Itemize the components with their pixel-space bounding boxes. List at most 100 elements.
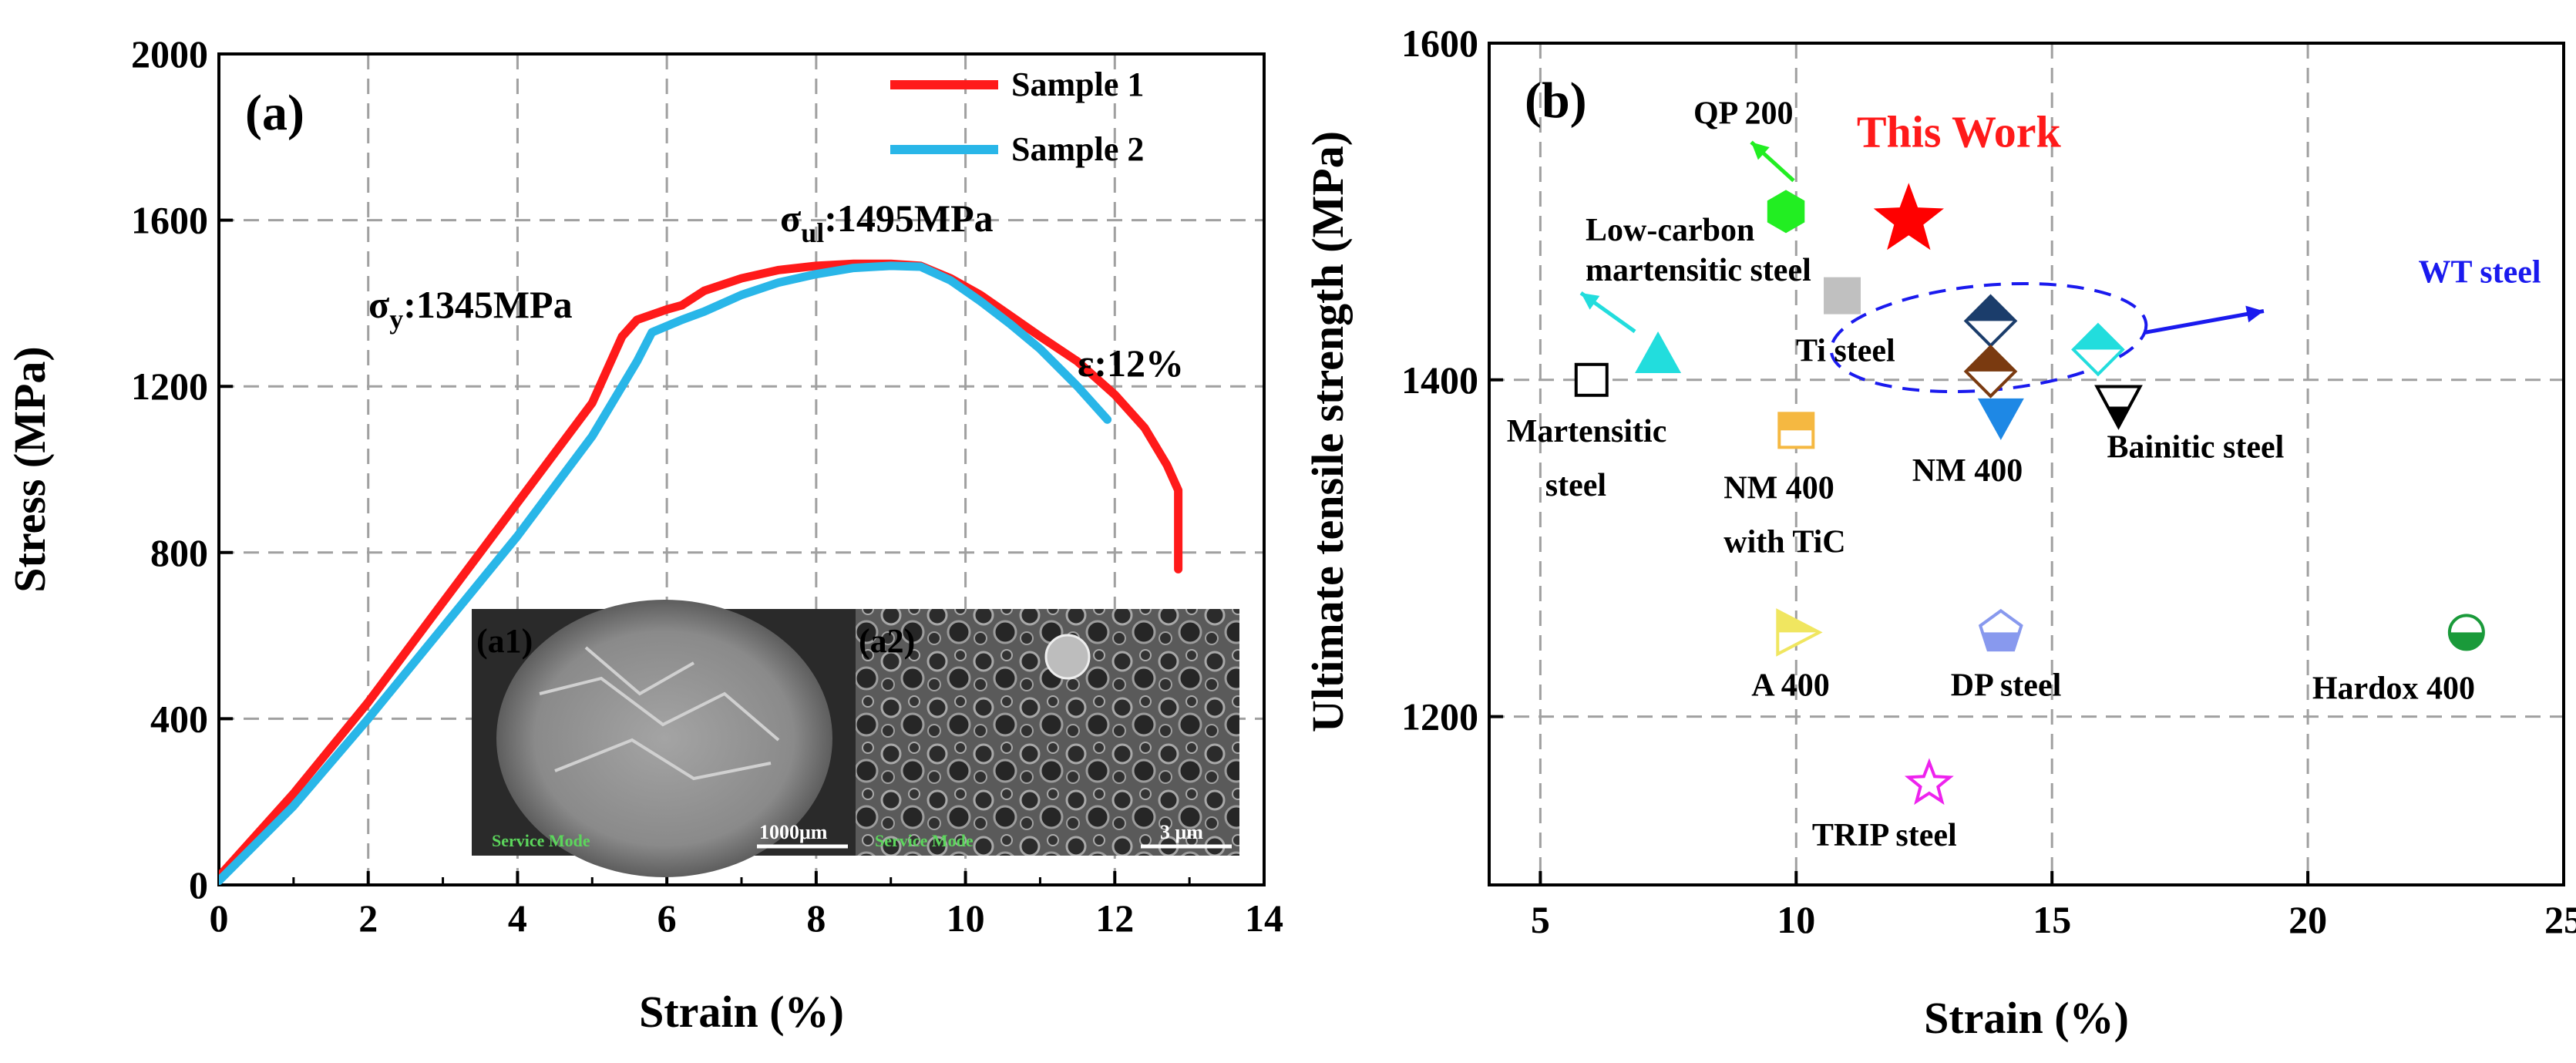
x-tick-label-b: 15: [2033, 898, 2071, 941]
y-tick-label-a: 2000: [131, 32, 208, 76]
y-axis-label-a: Stress (MPa): [5, 346, 55, 592]
point-marker-martensitic-steel-4: [1574, 362, 1609, 397]
y-tick-label-a: 1200: [131, 365, 208, 408]
series-lines-a: [219, 259, 1183, 885]
panel-label-a: (a): [245, 85, 304, 141]
legend-label-sample-2: Sample 2: [1011, 130, 1144, 168]
legend-a: Sample 1 Sample 2: [890, 66, 1144, 168]
point-label-dp-steel: DP steel: [1951, 668, 2061, 703]
y-tick-label-b: 1600: [1401, 22, 1478, 65]
y-tick-label-b: 1200: [1401, 695, 1478, 738]
point-label-line: NM 400: [1723, 470, 1834, 506]
fracture-texture-a1: [539, 646, 780, 781]
x-tick-label-a: 14: [1245, 896, 1283, 940]
annotation-ultimate-value: :1495MPa: [824, 197, 993, 240]
point-label-qp-200: QP 200: [1693, 96, 1794, 131]
point-label-hardox-400: Hardox 400: [2312, 671, 2475, 706]
y-axis-label-b: Ultimate tensile strength (MPa): [1303, 131, 1353, 732]
ticks-a: 0 2 4 6 8 10 12 14 0 400 800 1200 1600 2000: [131, 32, 1283, 940]
point-label-line: Hardox 400: [2312, 671, 2475, 706]
point-label-low-carbon-martensitic-steel: Low-carbon martensitic steel: [1586, 213, 1811, 288]
point-label-line: Low-carbon: [1586, 213, 1754, 248]
legend-label-sample-1: Sample 1: [1011, 66, 1144, 103]
point-label-line: A 400: [1751, 668, 1830, 703]
x-tick-label-b: 20: [2288, 898, 2327, 941]
x-tick-label-a: 8: [806, 896, 826, 940]
point-label-nm-400: NM 400: [1912, 453, 2023, 489]
point-label-trip-steel: TRIP steel: [1812, 818, 1957, 853]
annotation-yield-base: σ: [368, 283, 389, 326]
x-tick-label-b: 25: [2544, 898, 2576, 941]
point-marker-this-work-0: [1873, 183, 1944, 251]
point-label-line: steel: [1545, 468, 1606, 503]
point-label-line: WT steel: [2419, 254, 2541, 290]
point-marker-low-carbon-martensitic-steel-2: [1635, 331, 1682, 374]
point-label-nm-400-with-tic: NM 400 with TiC: [1723, 470, 1845, 560]
point-label-line: martensitic steel: [1586, 253, 1811, 288]
x-tick-label-a: 6: [657, 896, 677, 940]
point-marker-wt-steel-6: [1963, 294, 2018, 348]
point-label-martensitic-steel: Martensitic steel: [1507, 414, 1667, 503]
x-axis-label-a: Strain (%): [639, 987, 844, 1037]
point-marker-nm-400-with-tic-5: [1777, 412, 1815, 449]
inset-a1-caption: Service Mode: [492, 831, 590, 850]
annotation-ultimate-sub: ul: [801, 217, 824, 248]
grid-b: [1489, 43, 2564, 885]
inset-a2-label: (a2): [859, 622, 915, 660]
point-label-line: with TiC: [1723, 524, 1845, 560]
point-label-line: QP 200: [1693, 96, 1794, 131]
inset-a2-particle: [1044, 634, 1091, 680]
fracture-surface-a1: [496, 600, 832, 877]
x-tick-label-b: 5: [1531, 898, 1550, 941]
point-label-line: TRIP steel: [1812, 818, 1957, 853]
point-label-line: DP steel: [1951, 668, 2061, 703]
y-tick-label-a: 1600: [131, 199, 208, 242]
callout-arrows: [1579, 140, 2265, 335]
panel-b: 5 10 15 20 25 1200 1400 1600 (b) This Work QP 20…: [1303, 22, 2576, 1043]
point-marker-qp-200-1: [1767, 190, 1805, 234]
x-tick-label-b: 10: [1777, 898, 1815, 941]
series-line-sample-1: [219, 259, 1183, 881]
point-marker-ti-steel-3: [1824, 277, 1861, 315]
ticks-b: 5 10 15 20 25 1200 1400 1600: [1401, 22, 2576, 941]
y-tick-label-b: 1400: [1401, 358, 1478, 402]
annotation-ultimate-base: σ: [780, 197, 801, 240]
x-tick-label-a: 0: [210, 896, 229, 940]
panel-a: 0 2 4 6 8 10 12 14 0 400 800 1200 1600 2000 (a) Sampl…: [5, 32, 1283, 1037]
callout-arrow-low-carbon: [1579, 291, 1636, 334]
annotation-yield-strength: σy:1345MPa: [368, 283, 573, 335]
callout-arrow-qp-200: [1750, 140, 1795, 183]
series-line-sample-2: [219, 261, 1112, 885]
point-label-bainitic-steel: Bainitic steel: [2107, 430, 2284, 466]
panel-label-b: (b): [1525, 72, 1587, 129]
point-marker-hardox-400-13: [2447, 614, 2485, 651]
point-marker-wt-steel-7: [1963, 345, 2018, 399]
y-tick-label-a: 800: [150, 531, 208, 574]
x-tick-label-a: 10: [947, 896, 985, 940]
x-tick-label-a: 4: [508, 896, 527, 940]
point-labels: This Work QP 200 Low-carbon martensitic ste…: [1507, 96, 2541, 853]
y-tick-label-a: 0: [189, 863, 208, 907]
x-axis-label-b: Strain (%): [1924, 993, 2129, 1043]
point-marker-nm-400-9: [1977, 398, 2024, 440]
plot-frame-b: [1488, 42, 2565, 886]
annotation-elongation: ε:12%: [1078, 341, 1184, 385]
point-label-a-400: A 400: [1751, 668, 1830, 703]
point-label-this-work: This Work: [1857, 106, 2062, 156]
inset-a2-caption: Service Mode: [875, 831, 974, 850]
inset-a1-scale-text: 1000μm: [759, 821, 828, 843]
point-label-line: This Work: [1857, 106, 2062, 156]
point-marker-trip-steel-14: [1904, 758, 1954, 806]
x-tick-label-a: 12: [1095, 896, 1134, 940]
annotation-ultimate-strength: σul:1495MPa: [780, 197, 994, 248]
inset-a1: (a1) 1000μm Service Mode: [472, 600, 856, 877]
inset-a2-scale-text: 3 μm: [1160, 821, 1203, 843]
point-label-line: Martensitic: [1507, 414, 1667, 449]
callout-arrow-wt-steel: [2144, 305, 2265, 335]
point-marker-dp-steel-12: [1978, 608, 2023, 652]
annotation-yield-value: :1345MPa: [403, 283, 572, 326]
point-label-ti-steel: Ti steel: [1796, 334, 1895, 369]
point-marker-bainitic-steel-10: [2094, 385, 2143, 430]
point-label-wt-steel: WT steel: [2419, 254, 2541, 290]
